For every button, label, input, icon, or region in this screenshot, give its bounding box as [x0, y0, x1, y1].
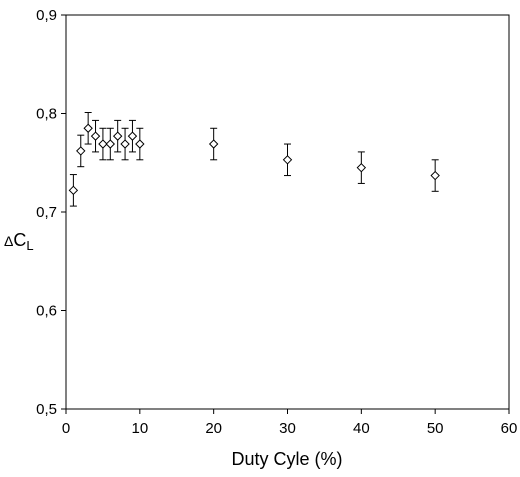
y-tick-label: 0,6 [36, 303, 57, 320]
data-point [121, 140, 129, 148]
error-bars [70, 113, 439, 207]
data-point [284, 156, 292, 164]
x-tick-label: 0 [62, 420, 70, 437]
y-axis-label-main: C [13, 230, 26, 250]
x-tick-label: 50 [427, 420, 444, 437]
x-tick-label: 10 [131, 420, 148, 437]
x-axis-ticks: 0 10 20 30 40 50 60 [62, 409, 518, 437]
y-axis-label-subscript: L [26, 238, 33, 253]
data-point [114, 132, 122, 140]
x-tick-label: 30 [279, 420, 296, 437]
data-point [431, 172, 439, 180]
data-point [136, 140, 144, 148]
data-point [92, 132, 100, 140]
data-point [210, 140, 218, 148]
y-axis-ticks: 0,5 0,6 0,7 0,8 0,9 [36, 7, 66, 418]
x-axis-label: Duty Cyle (%) [231, 449, 342, 469]
x-tick-label: 60 [501, 420, 518, 437]
plot-frame [66, 15, 509, 409]
x-tick-label: 20 [205, 420, 222, 437]
data-point [106, 140, 114, 148]
data-point [128, 132, 136, 140]
data-point [69, 186, 77, 194]
data-point [357, 164, 365, 172]
y-axis-label: ΔCL [4, 230, 34, 253]
data-point [77, 147, 85, 155]
y-tick-label: 0,9 [36, 7, 57, 24]
y-tick-label: 0,8 [36, 106, 57, 123]
data-point [84, 124, 92, 132]
y-tick-label: 0,5 [36, 401, 57, 418]
y-axis-label-delta: Δ [4, 233, 13, 249]
y-tick-label: 0,7 [36, 204, 57, 221]
x-tick-label: 40 [353, 420, 370, 437]
